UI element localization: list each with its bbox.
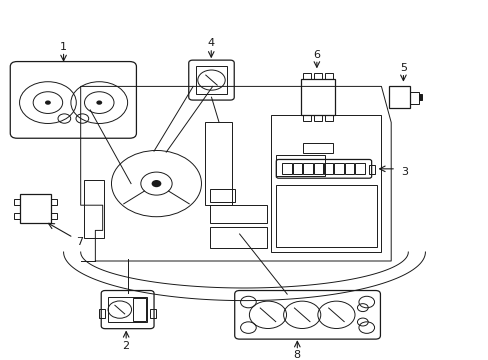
Bar <box>84 180 103 238</box>
Text: 1: 1 <box>60 42 67 52</box>
Bar <box>303 163 312 174</box>
Bar <box>313 115 321 121</box>
Bar <box>276 185 376 247</box>
Bar <box>99 309 105 318</box>
Text: 6: 6 <box>313 50 320 60</box>
Bar <box>409 92 418 104</box>
Circle shape <box>151 180 161 187</box>
Bar <box>210 205 266 223</box>
Bar <box>303 115 310 121</box>
Bar <box>355 163 364 174</box>
Bar <box>388 86 409 108</box>
Bar <box>324 73 332 79</box>
Text: 4: 4 <box>207 38 214 48</box>
Bar <box>323 163 333 174</box>
Bar <box>418 94 421 100</box>
Bar <box>133 298 145 321</box>
Bar <box>282 163 291 174</box>
Bar <box>196 66 226 94</box>
Bar <box>276 155 325 176</box>
Bar <box>14 199 20 205</box>
Bar <box>334 163 343 174</box>
Bar <box>20 194 51 223</box>
Text: 5: 5 <box>399 63 406 73</box>
Bar <box>303 143 332 153</box>
Bar <box>14 212 20 219</box>
Text: 2: 2 <box>122 341 129 351</box>
Bar <box>292 163 302 174</box>
Bar <box>303 73 310 79</box>
Text: 8: 8 <box>293 350 300 360</box>
Bar <box>313 163 322 174</box>
Circle shape <box>45 100 51 105</box>
Bar <box>108 297 147 322</box>
Text: 7: 7 <box>76 237 83 247</box>
Circle shape <box>96 100 102 105</box>
Bar <box>368 165 374 174</box>
Bar <box>344 163 354 174</box>
Bar <box>51 212 57 219</box>
Bar <box>205 122 232 205</box>
Bar <box>210 227 266 248</box>
Bar <box>210 189 234 202</box>
Bar <box>271 115 381 252</box>
Bar <box>51 199 57 205</box>
Bar <box>150 309 156 318</box>
Text: 3: 3 <box>400 167 407 177</box>
Bar <box>300 79 334 115</box>
Bar <box>313 73 321 79</box>
Bar <box>324 115 332 121</box>
